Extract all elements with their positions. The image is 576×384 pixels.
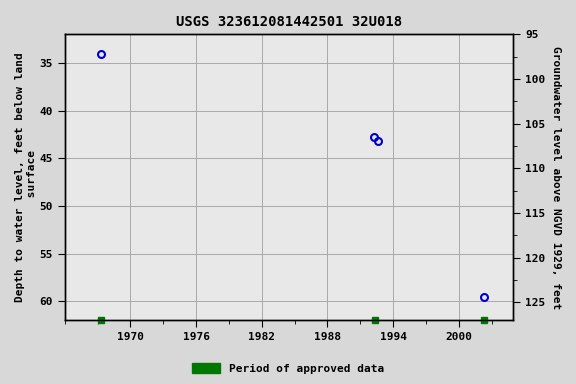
Title: USGS 323612081442501 32U018: USGS 323612081442501 32U018 — [176, 15, 402, 29]
Y-axis label: Groundwater level above NGVD 1929, feet: Groundwater level above NGVD 1929, feet — [551, 46, 561, 309]
Legend: Period of approved data: Period of approved data — [188, 359, 388, 379]
Y-axis label: Depth to water level, feet below land
 surface: Depth to water level, feet below land su… — [15, 53, 37, 302]
